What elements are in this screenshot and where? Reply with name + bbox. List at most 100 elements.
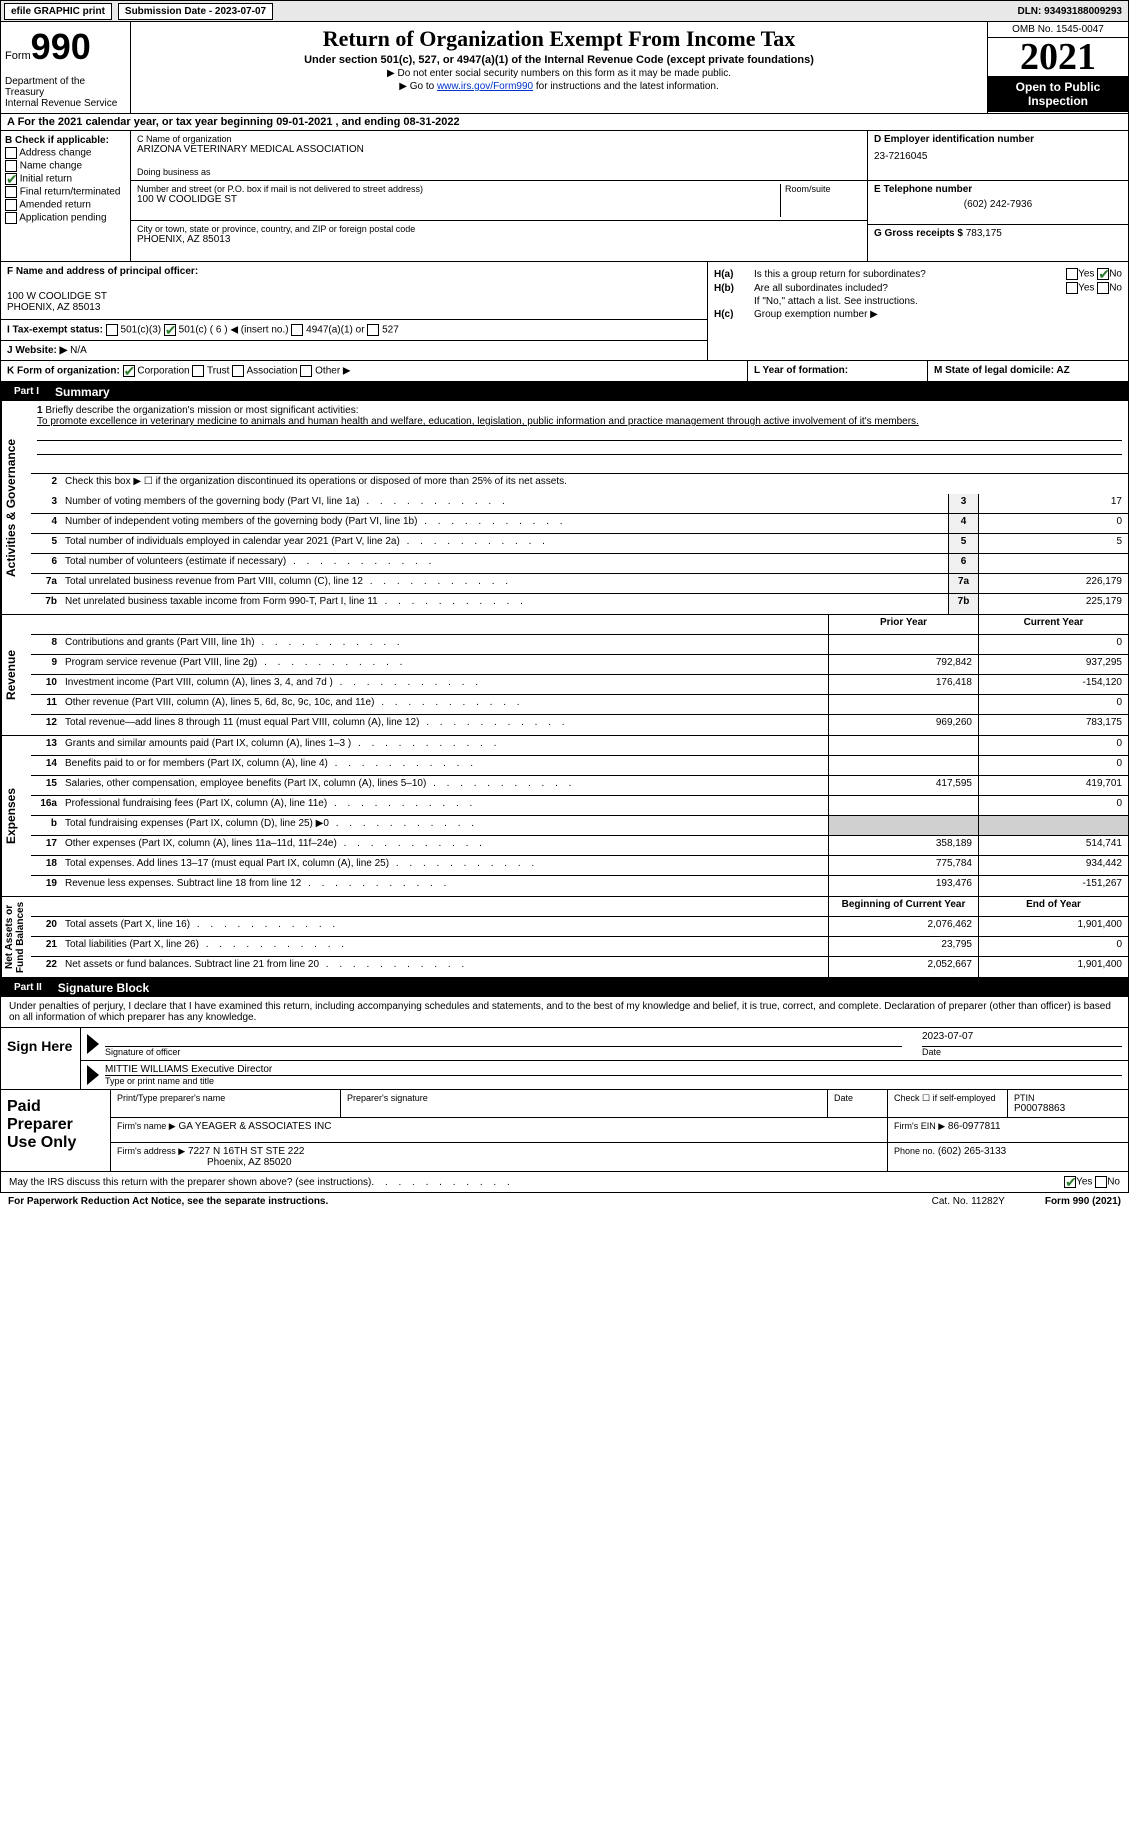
line2: Check this box ▶ ☐ if the organization d… — [61, 474, 1128, 494]
open-to-public: Open to Public Inspection — [988, 76, 1128, 112]
form-line1: ▶ Do not enter social security numbers o… — [135, 68, 983, 79]
footer-cat: Cat. No. 11282Y — [932, 1196, 1005, 1207]
chk-4947[interactable] — [291, 324, 303, 336]
section-fh: F Name and address of principal officer:… — [0, 262, 1129, 361]
hb-yes[interactable] — [1066, 282, 1078, 294]
summary-row-6: 6Total number of volunteers (estimate if… — [31, 554, 1128, 574]
tel: (602) 242-7936 — [874, 199, 1122, 210]
part2-label: Part II — [8, 980, 48, 995]
vtab-exp: Expenses — [1, 736, 31, 896]
c-name-box: C Name of organization ARIZONA VETERINAR… — [131, 131, 867, 181]
b-opt-2[interactable]: Initial return — [5, 173, 126, 185]
row-8: 8Contributions and grants (Part VIII, li… — [31, 635, 1128, 655]
department: Department of the Treasury Internal Reve… — [5, 76, 126, 109]
header-middle: Return of Organization Exempt From Incom… — [131, 22, 988, 113]
row-21: 21Total liabilities (Part X, line 26)23,… — [31, 937, 1128, 957]
col-f: F Name and address of principal officer:… — [1, 262, 708, 360]
paid-label: Paid Preparer Use Only — [1, 1090, 111, 1171]
b-opt-0[interactable]: Address change — [5, 147, 126, 159]
row-a: A For the 2021 calendar year, or tax yea… — [0, 114, 1129, 131]
col-end: End of Year — [978, 897, 1128, 916]
c-addr-box: Number and street (or P.O. box if mail i… — [131, 181, 867, 221]
arrow-icon — [87, 1034, 99, 1054]
dln: DLN: 93493188009293 — [1017, 6, 1128, 17]
part1-title: Summary — [55, 385, 110, 399]
row-9: 9Program service revenue (Part VIII, lin… — [31, 655, 1128, 675]
b-opt-1[interactable]: Name change — [5, 160, 126, 172]
firm-name: GA YEAGER & ASSOCIATES INC — [178, 1121, 331, 1132]
b-opt-3[interactable]: Final return/terminated — [5, 186, 126, 198]
row-klm: K Form of organization: Corporation Trus… — [0, 361, 1129, 382]
b-opt-4[interactable]: Amended return — [5, 199, 126, 211]
row-17: 17Other expenses (Part IX, column (A), l… — [31, 836, 1128, 856]
checkbox-icon[interactable] — [5, 147, 17, 159]
chk-corp[interactable] — [123, 365, 135, 377]
chk-501c3[interactable] — [106, 324, 118, 336]
addr-label: Number and street (or P.O. box if mail i… — [137, 184, 776, 194]
checkbox-icon[interactable] — [5, 173, 17, 185]
mission-block: 1 Briefly describe the organization's mi… — [31, 401, 1128, 474]
gross-box: G Gross receipts $ 783,175 — [868, 225, 1128, 242]
hb-no[interactable] — [1097, 282, 1109, 294]
checkbox-icon[interactable] — [5, 186, 17, 198]
room-label: Room/suite — [785, 184, 861, 194]
sig-name-label: Type or print name and title — [105, 1076, 1122, 1086]
sig-officer-label: Signature of officer — [105, 1047, 902, 1057]
col-h: H(a) Is this a group return for subordin… — [708, 262, 1128, 360]
revenue-section: Revenue Prior Year Current Year 8Contrib… — [0, 615, 1129, 736]
row-20: 20Total assets (Part X, line 16)2,076,46… — [31, 917, 1128, 937]
form-word: Form — [5, 50, 31, 62]
addr: 100 W COOLIDGE ST — [137, 194, 776, 205]
gross-label: G Gross receipts $ — [874, 228, 963, 239]
org-name: ARIZONA VETERINARY MEDICAL ASSOCIATION — [137, 144, 861, 155]
tel-box: E Telephone number (602) 242-7936 — [868, 181, 1128, 225]
form-line2: ▶ Go to www.irs.gov/Form990 for instruct… — [135, 81, 983, 92]
row-10: 10Investment income (Part VIII, column (… — [31, 675, 1128, 695]
vtab-ag: Activities & Governance — [1, 401, 31, 614]
expenses-section: Expenses 13Grants and similar amounts pa… — [0, 736, 1129, 897]
tax-year: 2021 — [988, 38, 1128, 76]
c-name-label: C Name of organization — [137, 134, 861, 144]
hb-label: H(b) — [714, 283, 754, 294]
header-left: Form990 Department of the Treasury Inter… — [1, 22, 131, 113]
may-no[interactable] — [1095, 1176, 1107, 1188]
may-yes[interactable] — [1064, 1176, 1076, 1188]
col-prior: Prior Year — [828, 615, 978, 634]
part1-label: Part I — [8, 384, 45, 399]
summary-row-3: 3Number of voting members of the governi… — [31, 494, 1128, 514]
checkbox-icon[interactable] — [5, 212, 17, 224]
checkbox-icon[interactable] — [5, 199, 17, 211]
col-beg: Beginning of Current Year — [828, 897, 978, 916]
hc-text: Group exemption number ▶ — [754, 309, 1122, 320]
ha-yes[interactable] — [1066, 268, 1078, 280]
row-22: 22Net assets or fund balances. Subtract … — [31, 957, 1128, 977]
irs-link[interactable]: www.irs.gov/Form990 — [437, 81, 533, 92]
hb-text: Are all subordinates included? — [754, 283, 1066, 294]
summary-row-5: 5Total number of individuals employed in… — [31, 534, 1128, 554]
firm-ein: 86-0977811 — [948, 1121, 1001, 1132]
footer: For Paperwork Reduction Act Notice, see … — [0, 1193, 1129, 1210]
part2-title: Signature Block — [58, 981, 149, 995]
ha-text: Is this a group return for subordinates? — [754, 269, 1066, 280]
top-bar: efile GRAPHIC print Submission Date - 20… — [0, 0, 1129, 22]
j-val: N/A — [70, 345, 87, 356]
chk-assoc[interactable] — [232, 365, 244, 377]
row-18: 18Total expenses. Add lines 13–17 (must … — [31, 856, 1128, 876]
part1-header: Part I Summary — [0, 382, 1129, 401]
row-16a: 16aProfessional fundraising fees (Part I… — [31, 796, 1128, 816]
chk-527[interactable] — [367, 324, 379, 336]
f-line1: 100 W COOLIDGE ST — [7, 291, 701, 302]
chk-other[interactable] — [300, 365, 312, 377]
firm-phone: (602) 265-3133 — [938, 1146, 1006, 1157]
sig-name: MITTIE WILLIAMS Executive Director — [105, 1064, 1122, 1076]
k-box: K Form of organization: Corporation Trus… — [1, 361, 748, 381]
ha-no[interactable] — [1097, 268, 1109, 280]
col-curr: Current Year — [978, 615, 1128, 634]
chk-501c[interactable] — [164, 324, 176, 336]
row-14: 14Benefits paid to or for members (Part … — [31, 756, 1128, 776]
chk-trust[interactable] — [192, 365, 204, 377]
sig-date-label: Date — [922, 1047, 1122, 1057]
city-label: City or town, state or province, country… — [137, 224, 861, 234]
summary-row-4: 4Number of independent voting members of… — [31, 514, 1128, 534]
b-opt-5[interactable]: Application pending — [5, 212, 126, 224]
